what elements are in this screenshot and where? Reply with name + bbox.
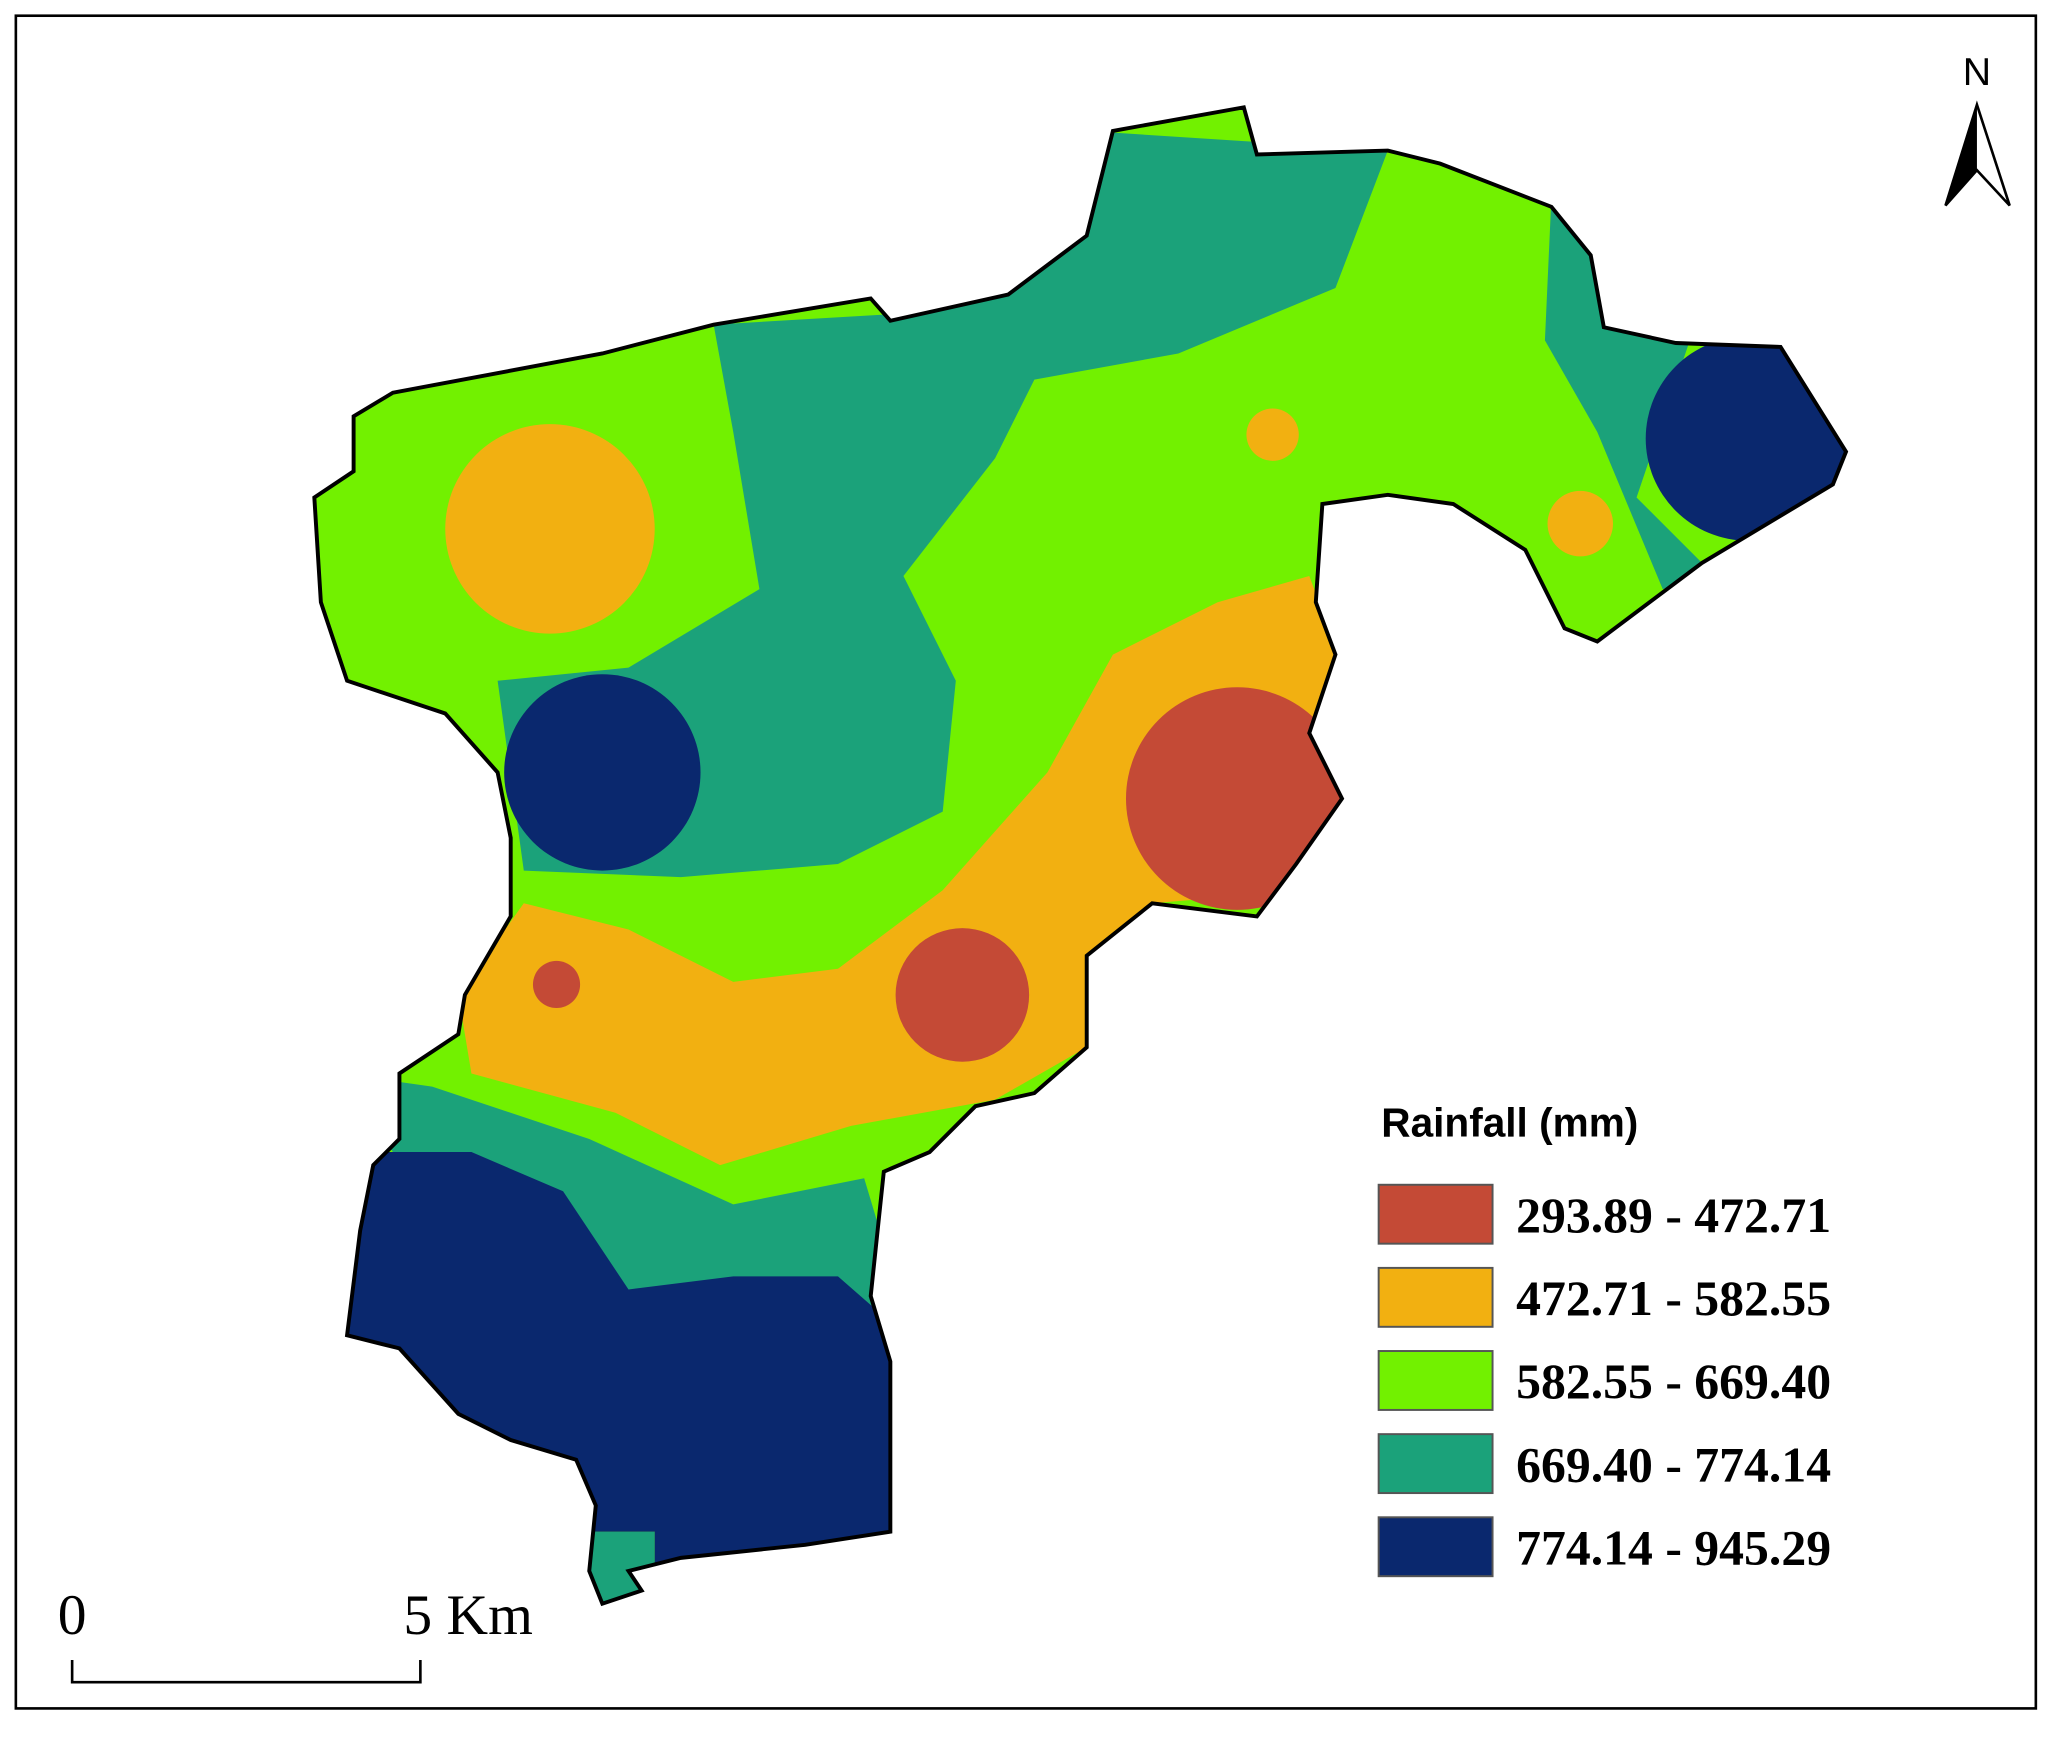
legend-swatch (1377, 1266, 1494, 1328)
legend-title: Rainfall (mm) (1381, 1099, 1638, 1145)
scale-label: 5 Km (403, 1584, 533, 1647)
legend-label: 669.40 - 774.14 (1516, 1437, 1831, 1492)
zone-navy (504, 674, 701, 871)
legend-swatch (1377, 1433, 1494, 1495)
zone-orange (458, 576, 1349, 1166)
scale-label: 0 (58, 1584, 87, 1647)
zone-orange (445, 424, 655, 634)
zone-red (1125, 687, 1349, 910)
zone-orange (1547, 490, 1613, 557)
legend-label: 582.55 - 669.40 (1516, 1354, 1831, 1409)
north-arrow: N (1944, 50, 2011, 207)
zone-teal (1544, 196, 1716, 590)
scale-line (70, 1659, 422, 1684)
zone-navy (1645, 336, 1847, 541)
legend-label: 472.71 - 582.55 (1516, 1271, 1831, 1326)
north-label: N (1963, 50, 1991, 94)
scale-bar: 0 5 Km (58, 1584, 533, 1684)
zone-red (532, 960, 581, 1009)
zone-red (895, 928, 1030, 1062)
rainfall-zones (314, 107, 1847, 1604)
zone-teal (340, 1073, 904, 1310)
legend-swatch (1377, 1350, 1494, 1411)
legend-swatch (1377, 1516, 1494, 1578)
legend: Rainfall (mm) 293.89 - 472.71 472.71 - 58… (1377, 1099, 1831, 1578)
legend-swatch (1377, 1183, 1494, 1245)
zone-teal (497, 130, 1388, 878)
legend-label: 774.14 - 945.29 (1516, 1520, 1831, 1575)
frame (14, 14, 2038, 1710)
zone-teal (576, 1531, 655, 1604)
zone-orange (1246, 408, 1299, 461)
legend-label: 293.89 - 472.71 (1516, 1188, 1831, 1243)
